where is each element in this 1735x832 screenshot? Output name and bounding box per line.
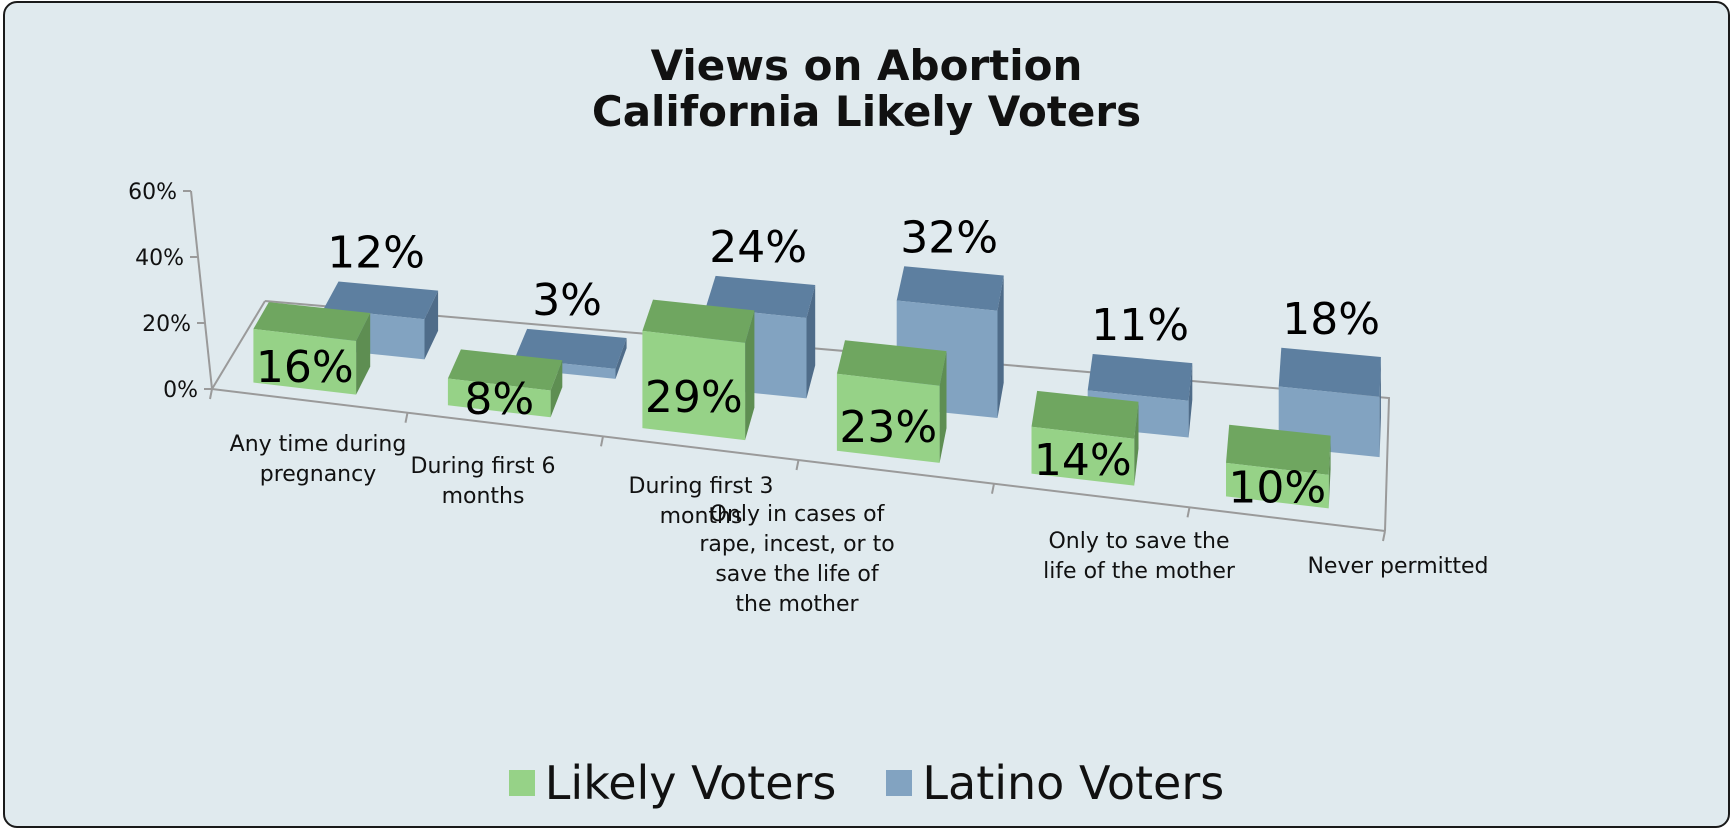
y-tick-label: 20% — [142, 312, 191, 337]
floor-left-edge — [211, 300, 266, 390]
data-label-likely: 23% — [839, 402, 937, 453]
x-tick — [991, 483, 995, 494]
bar-likely-voters — [836, 340, 947, 463]
x-tick — [404, 412, 409, 423]
bar-top — [1226, 424, 1331, 475]
data-label-likely: 10% — [1228, 463, 1326, 514]
legend-label-latino: Latino Voters — [922, 756, 1225, 810]
chart-plot: 0%20%40%60%Any time during pregnancy Durin… — [128, 180, 1488, 617]
bar-side — [615, 338, 627, 379]
bar-side — [806, 285, 816, 399]
bar-top — [705, 275, 816, 318]
legend-item-likely: Likely Voters — [508, 756, 837, 810]
data-label-likely: 29% — [645, 372, 743, 423]
x-tick — [1186, 507, 1191, 518]
y-tick-label: 0% — [163, 378, 198, 403]
bar-side — [1188, 363, 1193, 438]
bar-top — [896, 266, 1004, 311]
bar-front — [447, 378, 551, 418]
bar-top — [253, 302, 371, 341]
data-label-likely: 8% — [464, 374, 534, 425]
axes-group: 0%20%40%60%Any time during pregnancy Durin… — [128, 180, 1488, 617]
data-label-latino: 32% — [900, 212, 998, 263]
bar-top — [642, 299, 755, 343]
bar-side — [1328, 435, 1331, 509]
bar-side — [745, 310, 755, 441]
legend-swatch-latino — [886, 770, 913, 796]
bar-front — [836, 373, 940, 463]
x-tick — [1382, 530, 1386, 542]
x-tick-label: Never permitted — [1307, 554, 1488, 579]
bar-top — [1087, 354, 1193, 401]
data-label-latino: 3% — [532, 275, 602, 326]
x-tick-label: Only in cases of rape, incest, or to save … — [699, 502, 894, 617]
x-tick-label: Only to save the life of the mother — [1043, 529, 1236, 584]
y-axis-line — [190, 190, 213, 390]
x-tick — [795, 459, 800, 471]
bar-likely-voters — [642, 299, 755, 441]
bar-side — [997, 275, 1004, 418]
bar-front — [253, 328, 357, 395]
bar-likely-voters — [1226, 424, 1331, 509]
bar-top — [1278, 347, 1381, 397]
bar-top — [1031, 390, 1139, 439]
data-label-latino: 18% — [1282, 294, 1380, 345]
x-tick-label: Any time during pregnancy — [230, 432, 407, 487]
chart-title-line-1: Views on Abortion — [650, 41, 1083, 90]
legend-swatch-likely — [508, 770, 535, 796]
chart-title-line-2: California Likely Voters — [591, 87, 1142, 136]
data-label-latino: 12% — [327, 227, 425, 278]
legend-label-likely: Likely Voters — [544, 756, 837, 810]
bar-likely-voters — [253, 302, 371, 395]
bar-side — [1134, 401, 1139, 486]
x-tick — [600, 436, 604, 447]
bar-front — [1226, 462, 1329, 509]
data-label-likely: 14% — [1034, 435, 1132, 486]
bar-side — [1379, 357, 1381, 458]
x-tick-label: During first 6 months — [411, 454, 556, 509]
data-label-latino: 11% — [1091, 300, 1189, 351]
x-tick — [209, 388, 213, 400]
bar-top — [447, 349, 563, 391]
bar-front — [642, 330, 746, 441]
data-label-latino: 24% — [709, 222, 807, 273]
legend: Likely Voters Latino Voters — [5, 756, 1728, 810]
x-tick-label: During first 3 months — [629, 474, 774, 529]
bar-likely-voters — [447, 349, 563, 418]
bar-side — [939, 351, 947, 463]
legend-item-latino: Latino Voters — [886, 756, 1224, 810]
data-label-likely: 16% — [256, 342, 354, 393]
y-tick-label: 40% — [135, 246, 184, 271]
floor-back-edge — [264, 300, 1391, 532]
y-tick-label: 60% — [128, 180, 177, 205]
chart-frame: Views on Abortion California Likely Vote… — [3, 1, 1730, 828]
bar-side — [356, 313, 371, 395]
bar-likely-voters — [1031, 390, 1139, 486]
bar-side — [424, 290, 439, 360]
bar-top — [836, 340, 947, 386]
bar-side — [550, 360, 563, 418]
bar-top — [323, 281, 439, 320]
bar-front — [1031, 426, 1135, 486]
